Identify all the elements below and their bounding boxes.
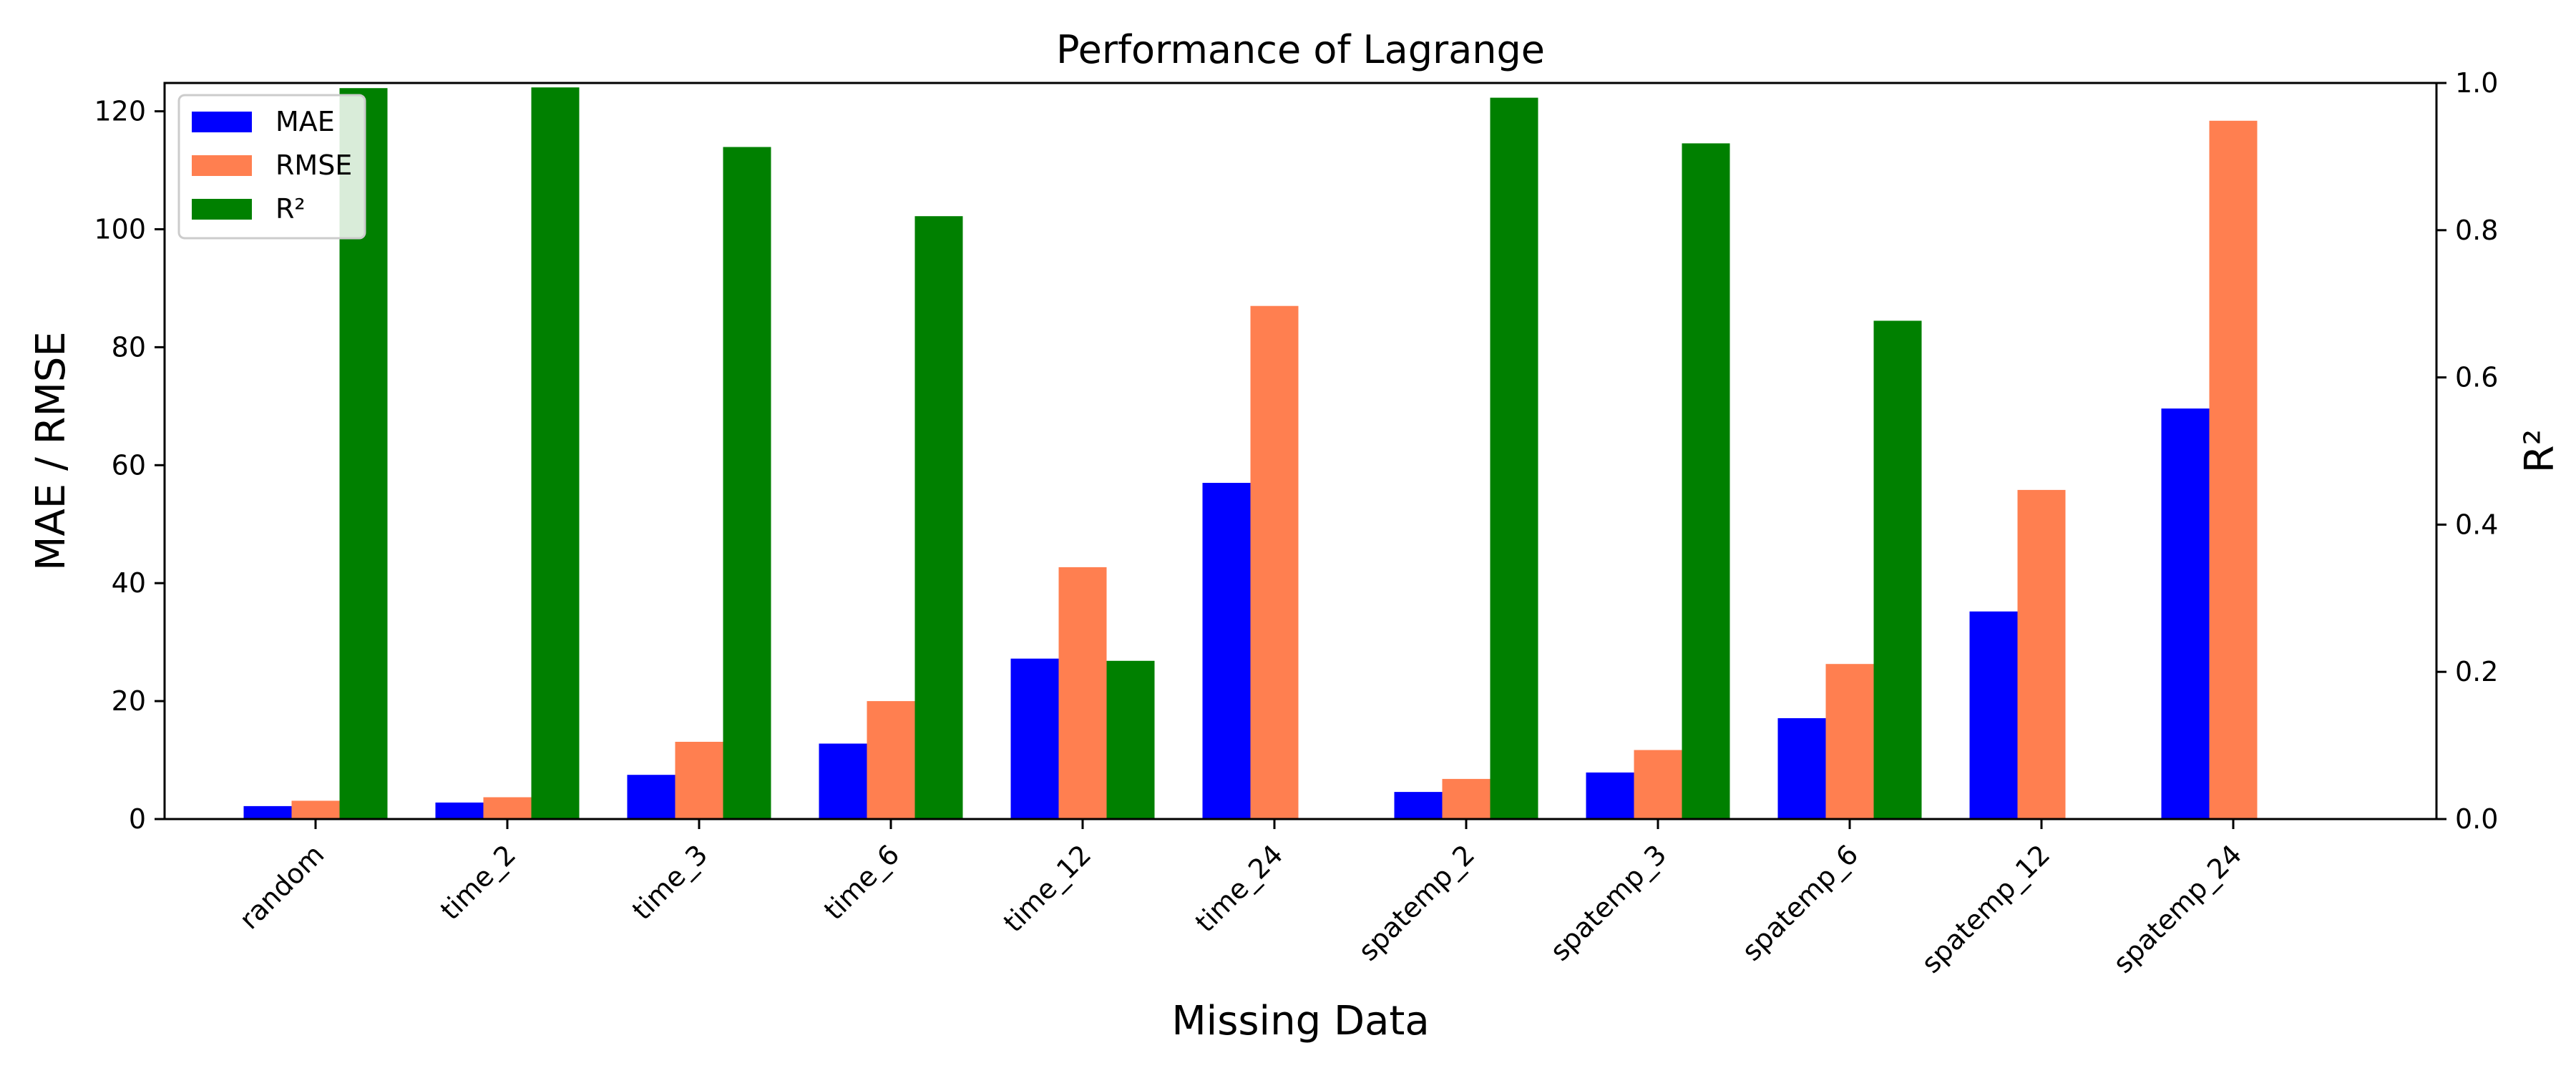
bar-mae-spatemp_2 [1394,792,1443,819]
bar-rmse-spatemp_2 [1442,778,1491,819]
y2-tick-label: 0.0 [2455,803,2498,835]
legend-label: MAE [275,106,335,137]
x-tick-label: time_6 [818,838,905,926]
y-tick-label: 120 [94,96,146,127]
bar-mae-time_2 [435,802,484,819]
chart-title: Performance of Lagrange [1056,27,1545,72]
legend: MAE RMSE R² [177,94,366,240]
bar-rmse-time_3 [675,742,723,819]
bar-rmse-spatemp_24 [2209,120,2258,820]
x-tick-label: spatemp_24 [2107,838,2248,979]
bar-rmse-spatemp_3 [1634,750,1682,819]
bar-r-time_2 [531,87,580,819]
legend-swatch [192,112,252,132]
bar-mae-time_24 [1202,483,1251,819]
bar-mae-spatemp_12 [1969,611,2018,819]
y-tick-label: 40 [112,567,146,599]
legend-label: RMSE [275,150,352,181]
x-tick-label: time_3 [626,838,713,926]
y-tick-label: 0 [129,803,146,835]
bar-mae-spatemp_3 [1586,772,1634,819]
y2-tick-label: 0.4 [2455,509,2498,540]
legend-swatch [192,199,252,220]
bar-r-time_12 [1106,660,1155,819]
x-axis-label: Missing Data [1171,998,1429,1044]
y2-tick-label: 0.8 [2455,215,2498,246]
y-axis-label: MAE / RMSE [28,331,74,571]
bar-rmse-time_12 [1058,567,1107,819]
x-tick-label: time_12 [997,838,1097,938]
x-axis: random time_2 time_3 time_6 time_12 time_24 sp… [233,819,2248,979]
x-tick-label: spatemp_2 [1352,838,1480,966]
legend-label: R² [275,193,306,225]
x-tick-label: spatemp_6 [1736,838,1864,966]
bar-rmse-time_2 [483,797,532,819]
y-tick-label: 100 [94,213,146,245]
bar-r-spatemp_3 [1682,143,1730,819]
bar-mae-time_6 [819,743,867,819]
bar-rmse-spatemp_6 [1825,664,1874,819]
right-y-axis: 0.0 0.2 0.4 0.6 0.8 1.0 [2436,67,2498,835]
bar-rmse-random [291,800,340,819]
left-y-axis: 0 20 40 60 80 100 120 [94,96,165,835]
bar-mae-time_3 [627,775,675,819]
x-tick-label: random [233,838,330,935]
bar-r-spatemp_2 [1490,97,1538,820]
x-tick-label: spatemp_3 [1544,838,1672,966]
bar-mae-spatemp_24 [2161,408,2210,819]
y2-tick-label: 0.6 [2455,362,2498,393]
x-tick-label: time_2 [434,838,522,926]
bar-mae-spatemp_6 [1777,718,1826,819]
bar-mae-random [243,805,292,819]
bar-r-time_6 [914,216,963,819]
y-tick-label: 80 [112,331,146,363]
plot-frame [163,82,2438,820]
y2-axis-label: R² [2517,429,2563,473]
bar-rmse-time_6 [867,701,915,819]
bar-rmse-spatemp_12 [2017,489,2066,819]
bar-mae-time_12 [1010,658,1059,819]
legend-swatch [192,155,252,176]
y-tick-label: 20 [112,685,146,717]
x-tick-label: spatemp_12 [1916,838,2057,979]
y2-tick-label: 1.0 [2455,67,2498,99]
bar-r-time_3 [723,147,771,819]
x-tick-label: time_24 [1189,838,1289,938]
y2-tick-label: 0.2 [2455,656,2498,687]
bar-r-spatemp_6 [1873,320,1922,819]
bars-layer [243,87,2258,820]
bar-rmse-time_24 [1250,305,1299,819]
y-tick-label: 60 [112,449,146,481]
